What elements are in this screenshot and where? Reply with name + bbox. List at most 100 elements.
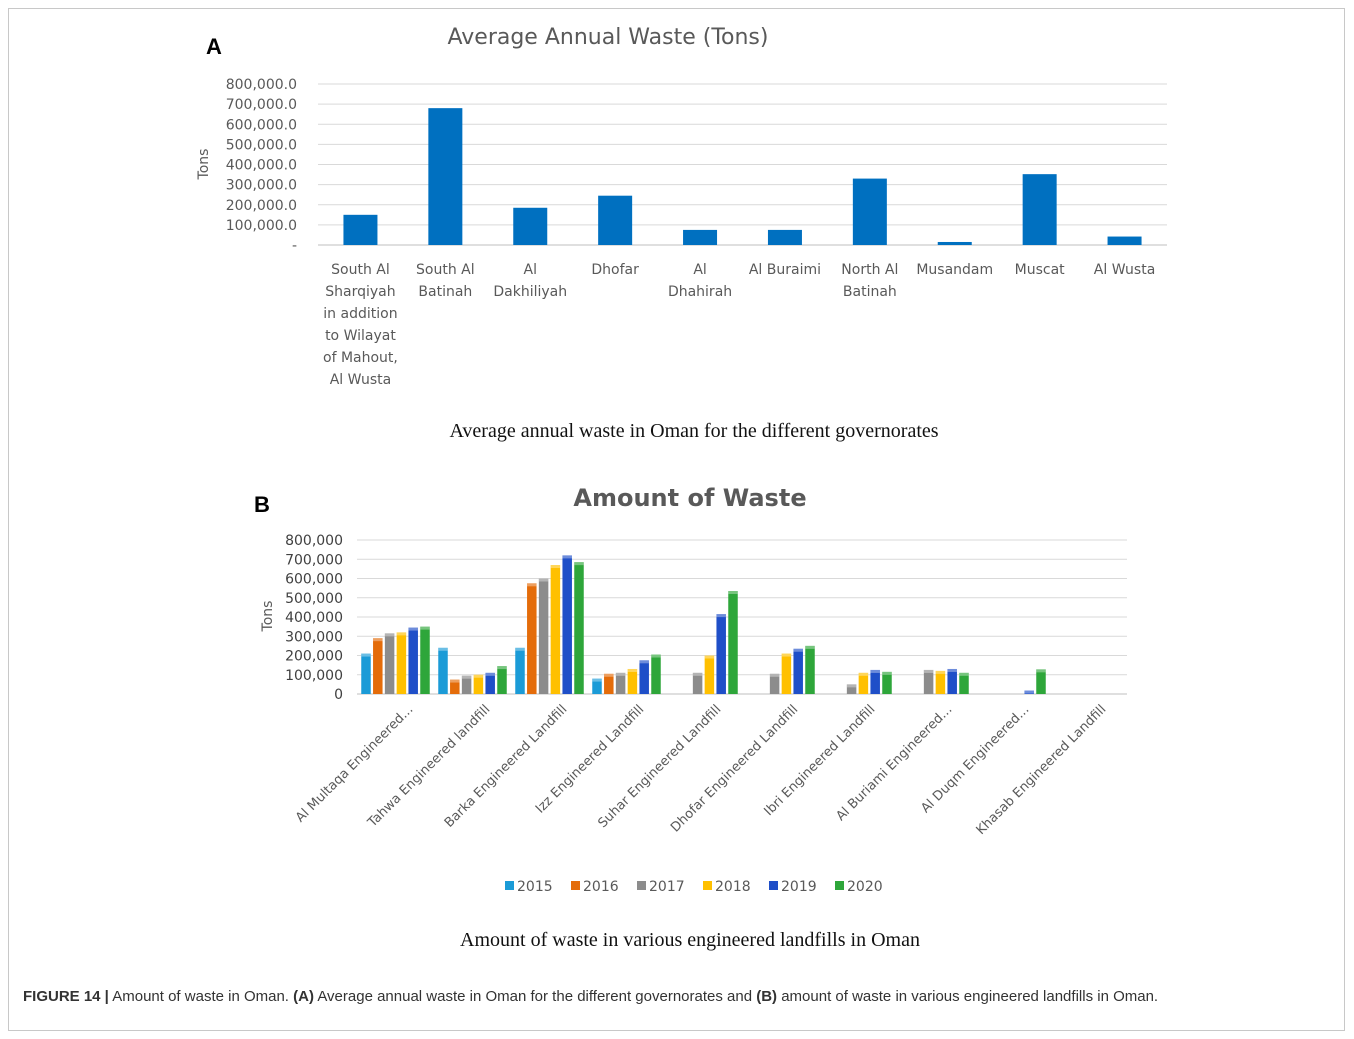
chart-b-bar-highlight [959,672,969,676]
chart-a-bar [1107,236,1142,245]
chart-b-bar-highlight [769,673,780,677]
figure-caption: FIGURE 14 | Amount of waste in Oman. (A)… [23,986,1323,1008]
chart-b-bar [361,653,371,694]
chart-b-category-label: Tahwa Engineered landfill [364,702,493,831]
chart-b-bar [716,614,726,694]
chart-b-bar [527,583,537,694]
chart-a-bar [513,207,548,245]
chart-a-bar [598,195,633,245]
chart-a-category-label: Musandam [916,262,993,278]
chart-b-bar-highlight [420,626,430,630]
chart-b-bar-highlight [574,562,584,566]
chart-b-bar [627,668,638,694]
chart-b-bar-highlight [592,678,602,682]
chart-b-bar-highlight [604,673,614,677]
chart-b-bar-highlight [538,578,549,582]
chart-b-bar [728,591,738,694]
chart-b-bar-highlight [935,670,946,674]
chart-b-bar [420,626,430,694]
chart-b-bar-highlight [450,679,460,683]
chart-b-y-tick-label: 500,000 [285,591,343,607]
chart-b-bar [704,655,715,694]
chart-b-bar-highlight [1024,690,1034,694]
chart-b-bar [538,578,549,694]
chart-b-bar [550,565,561,694]
chart-a-bar [1022,174,1057,245]
chart-b-y-tick-label: 300,000 [285,629,343,645]
caption-text-2: Average annual waste in Oman for the dif… [313,988,757,1005]
chart-b-bar-highlight [846,684,857,688]
chart-a-y-tick-label: 100,000.0 [226,218,297,234]
chart-b-y-tick-label: 100,000 [285,668,343,684]
chart-b-bar [793,648,803,694]
chart-b-bar [858,672,869,694]
chart-a-bar [683,229,718,245]
chart-a-y-tick-label: 300,000.0 [226,178,297,194]
chart-b-bar-highlight [384,633,395,637]
chart-a-categories: South Al Sharqiyah in addition to Wilayat of… [323,262,1155,388]
chart-b-bar [515,647,525,694]
panel-a-letter: A [206,34,222,59]
chart-b-bar-highlight [408,627,418,631]
panel-a-caption: Average annual waste in Oman for the dif… [449,420,938,442]
chart-b-bar [396,632,407,694]
chart-a-category-label: North Al Batinah [841,262,898,300]
chart-b-bar [935,670,946,694]
chart-b-y-tick-label: 600,000 [285,572,343,588]
chart-a-y-tick-label: 500,000.0 [226,137,297,153]
chart-b-bar [651,654,661,694]
chart-b-bar-highlight [728,591,738,595]
chart-b-y-ticks: 0 100,000 200,000 300,000 400,000 500,000 600,… [285,533,343,703]
figure-label: FIGURE 14 | [23,988,109,1005]
chart-b-bar-highlight [361,653,371,657]
legend-swatch [505,881,514,890]
chart-b-bar-highlight [1036,669,1046,673]
chart-b-bar [947,668,957,694]
chart-b-bar-highlight [692,672,703,676]
chart-b-bar [615,672,626,694]
chart-b-bar [959,672,969,694]
chart-b-bar-highlight [805,645,815,649]
chart-a-y-tick-label: 800,000.0 [226,77,297,93]
chart-a-y-tick-label: - [292,238,297,254]
chart-a-y-ticks: - 100,000.0 200,000.0 300,000.0 400,000.0 500… [226,77,297,254]
chart-b-bar [592,678,602,694]
chart-b-bar [639,660,649,694]
chart-b-bar-highlight [615,672,626,676]
chart-b-category-label: Dhofar Engineered Landfill [668,702,801,835]
chart-b-bar [1024,690,1034,694]
chart-b-bar-highlight [793,648,803,652]
legend-label: 2018 [715,879,751,895]
legend-swatch [637,881,646,890]
figure-svg: A Average Annual Waste (Tons) Tons - 100,… [196,25,1167,951]
chart-a-category-label: Al Dakhiliyah [493,262,567,300]
chart-b-bar-highlight [651,654,661,658]
panel-b-caption: Amount of waste in various engineered la… [460,929,920,951]
legend-swatch [769,881,778,890]
chart-a-y-tick-label: 200,000.0 [226,198,297,214]
chart-b-bar-highlight [527,583,537,587]
chart-b-bar-highlight [438,647,448,651]
chart-b-bar-highlight [485,672,495,676]
chart-b-bar [485,672,495,694]
caption-b-marker: (B) [756,988,778,1005]
chart-b-bar [461,675,472,694]
caption-text-1: Amount of waste in Oman. [108,988,294,1005]
chart-b-legend: 2015 2016 2017 2018 2019 2020 [505,879,883,895]
chart-b-bar [882,671,892,694]
chart-b-y-tick-label: 400,000 [285,610,343,626]
caption-a-marker: (A) [293,988,314,1005]
chart-b-bar [846,684,857,694]
chart-b-bar [769,673,780,694]
chart-b-title: Amount of Waste [573,484,806,512]
chart-a-bar [343,214,378,245]
legend-label: 2016 [583,879,619,895]
chart-b-bar [373,638,383,694]
chart-b-bar [1036,669,1046,694]
chart-b-bar [384,633,395,694]
chart-b-category-label: Barka Engineered Landfill [442,702,571,831]
chart-a-category-label: Muscat [1015,262,1066,278]
chart-a-category-label: South Al Sharqiyah in addition to Wilayat of… [323,262,398,388]
chart-b-bar-highlight [639,660,649,664]
chart-a-category-label: Al Wusta [1094,262,1156,278]
